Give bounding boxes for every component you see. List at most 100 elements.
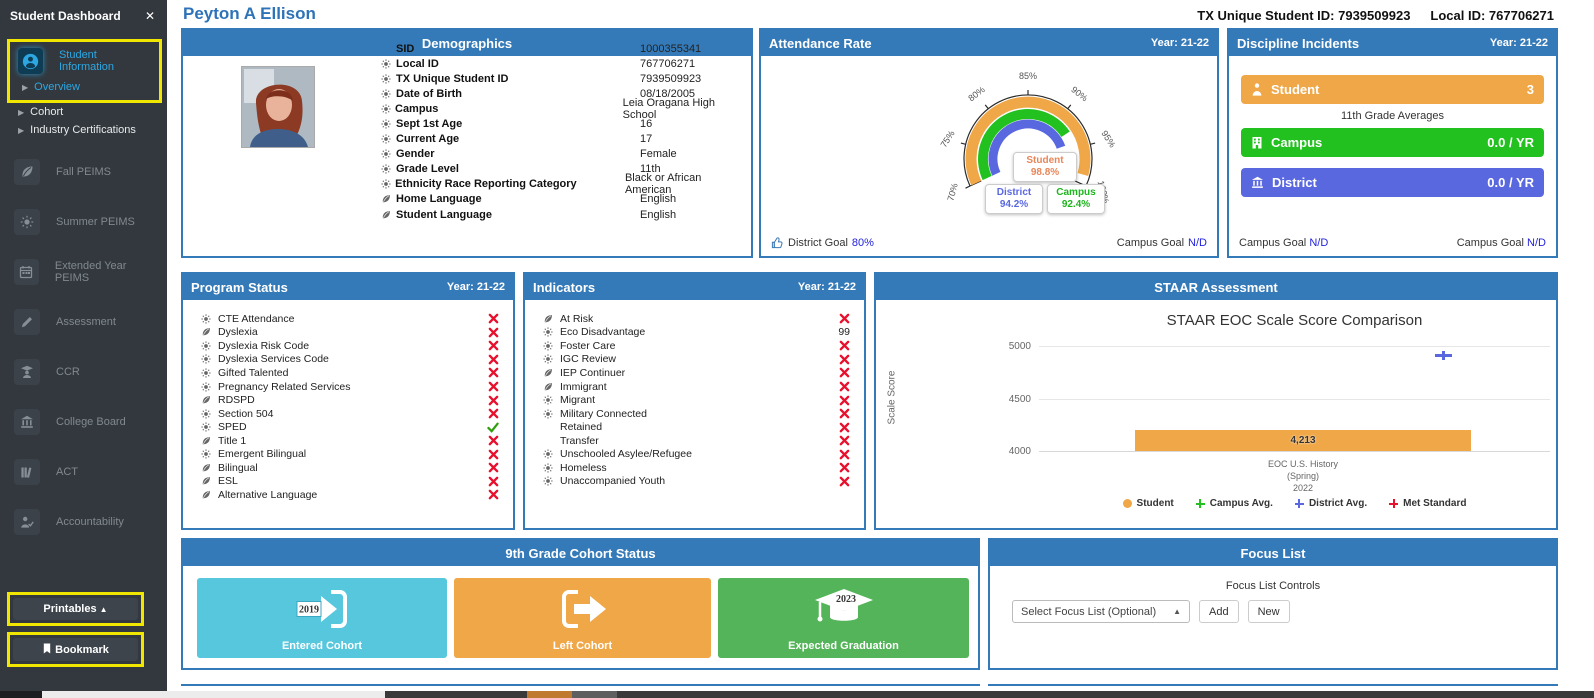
panel-year: Year: 21-22: [446, 281, 505, 293]
student-information-icon: [18, 48, 43, 74]
leaf-icon: [202, 490, 210, 499]
district-avg-marker[interactable]: [1435, 351, 1452, 360]
legend-campus-avg[interactable]: Campus Avg.: [1195, 498, 1273, 509]
row-label: Homeless: [560, 461, 607, 474]
campus-goal: Campus Goal N/D: [1116, 236, 1207, 249]
circle-marker-icon: [1122, 499, 1132, 508]
printables-button[interactable]: Printables ▲: [13, 598, 138, 620]
add-button[interactable]: Add: [1199, 600, 1239, 623]
sun-icon: [543, 476, 553, 486]
field-value: English: [640, 208, 677, 221]
leaf-icon: [544, 314, 552, 323]
row-source-icon: [543, 463, 560, 473]
scrollbar-sliver[interactable]: [42, 691, 385, 698]
highlight-box-printables: Printables ▲: [7, 592, 144, 626]
focus-list-select[interactable]: Select Focus List (Optional) ▲: [1012, 600, 1190, 623]
student-score-bar[interactable]: 4,213: [1135, 430, 1471, 451]
sidebar-item-extended-year-peims[interactable]: Extended Year PEIMS: [0, 253, 167, 291]
program-status-row: ESL: [201, 475, 499, 489]
sun-icon: [381, 149, 391, 159]
sun-icon: [381, 119, 391, 129]
sidebar-item-college-board[interactable]: College Board: [0, 403, 167, 441]
focus-list-controls-label: Focus List Controls: [1225, 580, 1321, 592]
field-label: Current Age: [396, 133, 460, 146]
x-axis-label: EOC U.S. History (Spring) 2022: [1267, 459, 1338, 493]
x-mark-icon: [839, 408, 850, 419]
sidebar-item-fall-peims[interactable]: Fall PEIMS: [0, 153, 167, 191]
sun-icon: [543, 463, 553, 473]
sidebar-item-overview[interactable]: ▶ Overview: [22, 81, 80, 93]
row-source-icon: [543, 476, 560, 486]
next-panel-top-border: [988, 684, 1558, 686]
row-label: Section 504: [218, 407, 274, 420]
person-check-icon: [14, 509, 40, 535]
x-mark-icon: [839, 422, 850, 432]
new-button[interactable]: New: [1247, 600, 1290, 623]
legend-district-avg[interactable]: District Avg.: [1294, 498, 1367, 509]
bookmark-button[interactable]: Bookmark: [13, 638, 138, 661]
campus-goal-link[interactable]: N/D: [1527, 237, 1546, 249]
row-status: [488, 381, 499, 392]
program-status-row: Dyslexia Services Code: [201, 353, 499, 367]
sidebar-item-accountability[interactable]: Accountability: [0, 503, 167, 541]
row-source-icon: [543, 341, 560, 351]
leaf-icon: [202, 477, 210, 485]
row-label: Pregnancy Related Services: [218, 380, 351, 393]
sun-icon: [201, 314, 211, 324]
x-mark-icon: [839, 381, 850, 392]
sidebar-item-industry-certifications[interactable]: ▶ Industry Certifications: [18, 124, 136, 136]
sidebar-item-cohort[interactable]: ▶ Cohort: [18, 106, 64, 118]
row-label: Dyslexia: [218, 326, 258, 339]
sun-icon: [543, 327, 553, 337]
panel-title: Focus List: [1240, 545, 1306, 561]
sidebar-item-act[interactable]: ACT: [0, 453, 167, 491]
student-photo: [241, 66, 315, 148]
campus-goal-link[interactable]: N/D: [1309, 237, 1329, 249]
sidebar-item-summer-peims[interactable]: Summer PEIMS: [0, 203, 167, 241]
indicator-row: Unaccompanied Youth: [543, 475, 850, 489]
sun-icon: [381, 104, 391, 114]
x-mark-icon: [488, 368, 499, 378]
card-label: Expected Graduation: [788, 640, 899, 652]
field-source-icon: [381, 134, 396, 144]
x-mark-icon: [839, 476, 850, 487]
x-mark-icon: [488, 395, 499, 405]
row-source-icon: [201, 463, 218, 473]
demographics-field-row: Ethnicity Race Reporting Category Black …: [381, 172, 743, 196]
sidebar-item-ccr[interactable]: CCR: [0, 353, 167, 391]
discipline-campus-value: 0.0 / YR: [1487, 135, 1534, 150]
svg-text:85%: 85%: [1019, 71, 1037, 81]
field-source-icon: [381, 89, 396, 99]
attendance-rate-panel: Attendance Rate Year: 21-22: [759, 28, 1219, 258]
svg-text:90%: 90%: [1069, 84, 1089, 103]
sun-icon: [543, 341, 553, 351]
row-label: ESL: [218, 475, 238, 488]
legend-met-standard[interactable]: Met Standard: [1389, 498, 1466, 509]
row-source-icon: [201, 490, 218, 500]
plus-marker-icon: [1389, 499, 1399, 508]
row-source-icon: [201, 327, 218, 337]
sidebar-item-assessment[interactable]: Assessment: [0, 303, 167, 341]
row-source-icon: [201, 449, 218, 459]
sun-icon: [14, 209, 40, 235]
close-icon[interactable]: ✕: [144, 9, 155, 23]
row-label: Bilingual: [218, 461, 258, 474]
row-source-icon: [543, 354, 560, 364]
leaf-icon: [202, 436, 210, 444]
campus-goal-link[interactable]: N/D: [1188, 236, 1207, 249]
taskbar-active-app-sliver[interactable]: [527, 691, 572, 698]
row-label: Emergent Bilingual: [218, 448, 307, 461]
sidebar-item-student-information[interactable]: Student Information: [10, 44, 159, 78]
district-goal-link[interactable]: 80%: [851, 236, 874, 249]
sun-icon: [201, 409, 211, 419]
x-mark-icon: [839, 449, 850, 460]
row-source-icon: [543, 382, 560, 392]
panel-year: Year: 21-22: [1489, 37, 1548, 49]
row-status: [839, 435, 850, 446]
exit-arrow-icon: [561, 590, 606, 628]
svg-text:95%: 95%: [1099, 129, 1117, 150]
sun-icon: [543, 409, 553, 419]
plus-marker-icon: [1294, 499, 1304, 508]
legend-student[interactable]: Student: [1122, 498, 1174, 509]
demographics-field-row: Home Language English: [381, 192, 743, 207]
